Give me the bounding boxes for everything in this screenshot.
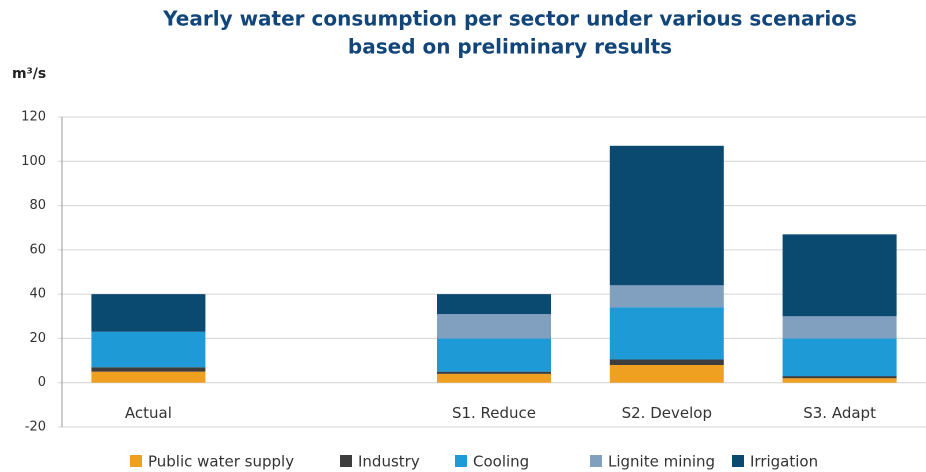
chart-title: based on preliminary results — [348, 35, 672, 59]
x-tick-label: S1. Reduce — [452, 404, 536, 422]
y-tick-label: 0 — [38, 375, 46, 390]
bar-segment — [437, 371, 551, 374]
x-tick-label: S3. Adapt — [803, 404, 876, 422]
legend-label: Irrigation — [750, 453, 818, 471]
bar-segment — [437, 314, 551, 339]
bar-segment — [609, 365, 724, 383]
bar-segment — [609, 145, 724, 286]
x-tick-label: Actual — [125, 404, 172, 422]
bar-segment — [609, 307, 724, 360]
bar-segment — [91, 371, 206, 383]
bar-segment — [609, 285, 724, 308]
legend-swatch — [590, 455, 602, 467]
chart-title: Yearly water consumption per sector unde… — [162, 7, 857, 31]
bar-segment — [437, 373, 551, 383]
y-tick-label: 120 — [21, 110, 46, 125]
legend-swatch — [455, 455, 467, 467]
legend-swatch — [130, 455, 142, 467]
bar-segment — [782, 376, 897, 379]
y-tick-label: 80 — [29, 198, 46, 213]
bar-segment — [91, 331, 206, 368]
bar-segment — [437, 294, 551, 315]
bar-segment — [437, 338, 551, 372]
legend-swatch — [732, 455, 744, 467]
y-tick-label: -20 — [25, 420, 46, 435]
x-tick-label: S2. Develop — [622, 404, 712, 422]
y-tick-label: 20 — [29, 331, 46, 346]
bar-segment — [782, 316, 897, 339]
legend-swatch — [340, 455, 352, 467]
y-axis-label: m³/s — [12, 66, 46, 82]
bar-segment — [609, 359, 724, 365]
legend-label: Public water supply — [148, 453, 294, 471]
bar-segment — [91, 294, 206, 332]
bar-segment — [782, 378, 897, 383]
legend-label: Cooling — [473, 453, 529, 471]
y-tick-label: 100 — [21, 154, 46, 169]
legend-label: Industry — [358, 453, 420, 471]
bar-segment — [782, 338, 897, 377]
bar-segment — [91, 367, 206, 372]
bar-segment — [782, 234, 897, 317]
y-tick-label: 60 — [29, 242, 46, 257]
legend-label: Lignite mining — [608, 453, 715, 471]
y-tick-label: 40 — [29, 287, 46, 302]
